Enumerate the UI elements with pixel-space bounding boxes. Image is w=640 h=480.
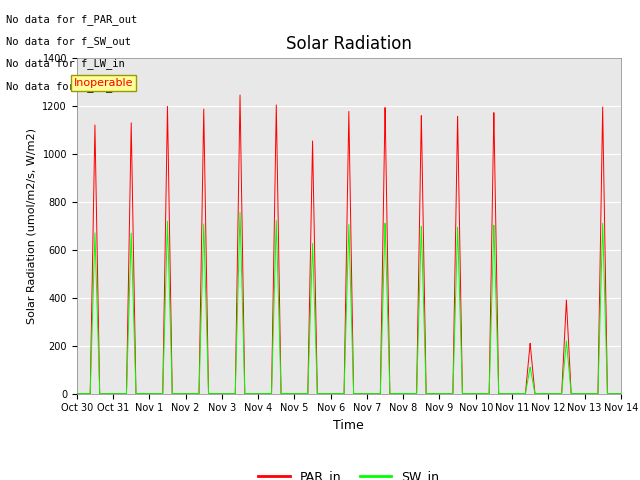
PAR_in [73, 391, 81, 396]
SW_in [594, 390, 602, 396]
Text: No data for f_LW_out: No data for f_LW_out [6, 81, 131, 92]
SW_in [617, 391, 625, 396]
Text: No data for f_PAR_out: No data for f_PAR_out [6, 14, 138, 25]
SW_in [470, 391, 478, 396]
PAR_in [486, 349, 493, 355]
PAR_in [258, 391, 266, 396]
Text: No data for f_LW_in: No data for f_LW_in [6, 59, 125, 70]
PAR_in [594, 389, 602, 395]
Title: Solar Radiation: Solar Radiation [286, 35, 412, 53]
Text: No data for f_SW_out: No data for f_SW_out [6, 36, 131, 48]
Text: Inoperable: Inoperable [74, 78, 133, 88]
PAR_in [588, 391, 595, 396]
Y-axis label: Solar Radiation (umol/m2/s, W/m2): Solar Radiation (umol/m2/s, W/m2) [27, 128, 37, 324]
Line: SW_in: SW_in [77, 212, 621, 394]
SW_in [236, 209, 244, 215]
X-axis label: Time: Time [333, 419, 364, 432]
SW_in [73, 391, 81, 396]
PAR_in [236, 92, 244, 98]
Legend: PAR_in, SW_in: PAR_in, SW_in [253, 465, 444, 480]
PAR_in [617, 391, 625, 396]
SW_in [258, 391, 266, 396]
SW_in [330, 391, 338, 396]
PAR_in [330, 391, 338, 396]
Line: PAR_in: PAR_in [77, 95, 621, 394]
SW_in [588, 391, 595, 396]
PAR_in [470, 391, 478, 396]
SW_in [486, 366, 493, 372]
